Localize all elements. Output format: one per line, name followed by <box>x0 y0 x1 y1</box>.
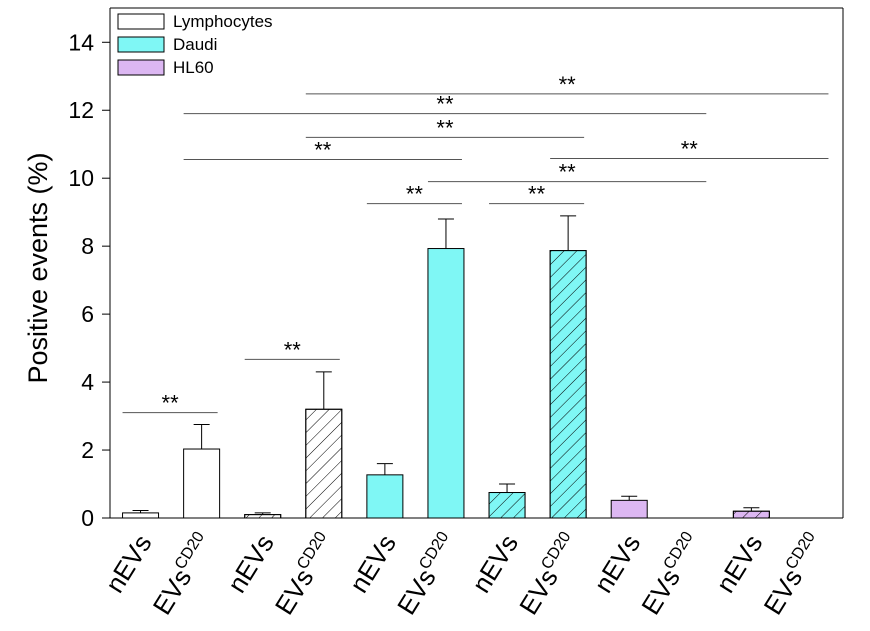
x-tick-label-text: EVsCD20 <box>757 529 829 620</box>
bar-hatch <box>305 408 343 519</box>
x-tick-label-text: EVsCD20 <box>269 529 341 620</box>
y-tick-label: 12 <box>68 97 94 123</box>
x-tick-label: EVsCD20 <box>757 529 829 620</box>
x-tick-label: EVsCD20 <box>635 529 707 620</box>
bar-hatch <box>244 514 282 519</box>
bar <box>610 499 648 519</box>
x-tick-label-text: EVsCD20 <box>513 529 585 620</box>
bars <box>122 215 770 519</box>
axes: 0 2 4 6 8 10 12 14 <box>68 7 844 531</box>
x-tick-label-text: nEVs <box>710 529 768 598</box>
x-tick-label-text: EVsCD20 <box>635 529 707 620</box>
y-tick-label: 14 <box>68 29 94 55</box>
significance-label: ** <box>528 182 546 207</box>
y-axis-label: Positive events (%) <box>23 152 53 383</box>
legend-label: Lymphocytes <box>173 12 273 31</box>
y-tick-label: 10 <box>68 165 94 191</box>
significance-label: ** <box>284 337 302 362</box>
bar <box>366 474 404 519</box>
legend-swatch <box>117 13 165 30</box>
significance-label: ** <box>314 138 332 163</box>
x-tick-label-text: nEVs <box>99 529 157 598</box>
y-tick-label: 2 <box>81 437 94 463</box>
bar <box>427 248 465 519</box>
x-tick-label-text: nEVs <box>221 529 279 598</box>
legend-swatch <box>117 36 165 53</box>
x-tick-label: nEVs <box>99 529 157 598</box>
x-tick-label: nEVs <box>710 529 768 598</box>
y-tick-label: 8 <box>81 233 94 259</box>
x-tick-label: EVsCD20 <box>391 529 463 620</box>
significance-label: ** <box>559 72 577 97</box>
significance-brackets: ****** ************** <box>122 72 829 416</box>
y-tick-label: 0 <box>81 505 94 531</box>
significance-label: ** <box>162 391 180 416</box>
x-tick-label-text: nEVs <box>588 529 646 598</box>
significance-label: ** <box>436 92 454 117</box>
x-tick-label-text: nEVs <box>344 529 402 598</box>
x-tick-label-text: EVsCD20 <box>391 529 463 620</box>
legend-swatch <box>117 59 165 76</box>
bar-hatch <box>488 492 526 519</box>
x-tick-label: nEVs <box>588 529 646 598</box>
y-tick-label: 4 <box>81 369 94 395</box>
x-tick-label: EVsCD20 <box>269 529 341 620</box>
significance-label: ** <box>406 182 424 207</box>
bar <box>122 512 160 519</box>
legend-label: HL60 <box>173 58 214 77</box>
x-tick-label-text: nEVs <box>466 529 524 598</box>
significance-label: ** <box>681 136 699 161</box>
x-tick-label: EVsCD20 <box>147 529 219 620</box>
bar <box>183 448 221 519</box>
x-tick-label: nEVs <box>221 529 279 598</box>
legend: Lymphocytes Daudi HL60 <box>117 12 273 77</box>
significance-label: ** <box>436 115 454 140</box>
x-tick-label: EVsCD20 <box>513 529 585 620</box>
significance-label: ** <box>559 160 577 185</box>
x-tick-label-text: EVsCD20 <box>147 529 219 620</box>
x-tick-label: nEVs <box>466 529 524 598</box>
x-tick-label: nEVs <box>344 529 402 598</box>
bar-hatch <box>732 510 770 519</box>
legend-label: Daudi <box>173 35 217 54</box>
bar-hatch <box>549 250 587 519</box>
y-tick-label: 6 <box>81 301 94 327</box>
